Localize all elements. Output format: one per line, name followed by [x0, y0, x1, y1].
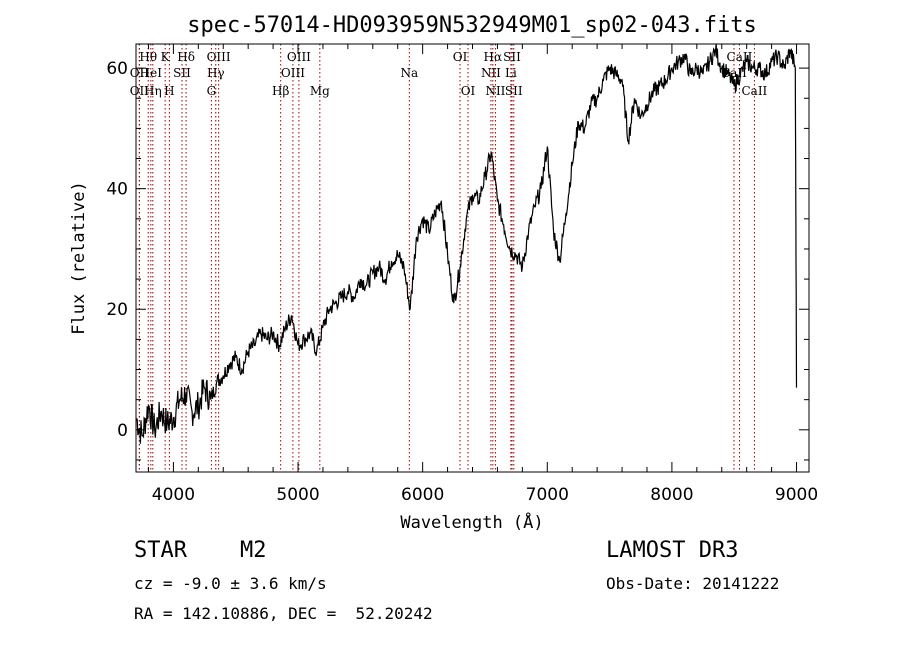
line-label-5: K	[161, 50, 171, 64]
line-label-11: G	[207, 84, 217, 98]
line-label-6: SII	[173, 66, 191, 80]
line-label-17: OI	[453, 50, 468, 64]
coordinates-readout: RA = 142.10886, DEC = 52.20242	[134, 604, 433, 623]
x-tick-label: 4000	[152, 485, 195, 505]
line-label-8: Hδ	[177, 50, 195, 64]
x-tick-label: 7000	[526, 485, 569, 505]
flux-series-line	[135, 43, 798, 444]
object-type: STAR	[134, 538, 187, 563]
line-label-13: OIII	[287, 50, 311, 64]
x-tick-label: 8000	[650, 485, 693, 505]
line-label-9: OIII	[207, 50, 231, 64]
x-axis-ticks: 4000 5000 6000 7000 8000 9000	[147, 44, 818, 505]
survey-name: LAMOST DR3	[606, 538, 739, 563]
line-label-23: NII	[485, 84, 505, 98]
y-tick-label: 60	[106, 59, 128, 79]
x-tick-label: 6000	[401, 485, 444, 505]
y-tick-label: 20	[106, 300, 128, 320]
plot-frame	[135, 43, 810, 473]
line-label-21: NII	[481, 66, 501, 80]
y-axis-ticks: 0 20 40 60	[106, 59, 809, 461]
line-label-1: OII	[130, 66, 150, 80]
y-tick-label: 0	[117, 421, 128, 441]
line-label-22: Li	[505, 66, 517, 80]
observation-date: Obs-Date: 20141222	[606, 574, 780, 593]
chart-title: spec-57014-HD093959N532949M01_sp02-043.f…	[187, 13, 757, 38]
y-tick-label: 40	[106, 180, 128, 200]
redshift-readout: cz = -9.0 ± 3.6 km/s	[134, 574, 327, 593]
line-label-10: Hγ	[207, 66, 225, 80]
line-label-24: SII	[505, 84, 523, 98]
line-label-18: OI	[461, 84, 476, 98]
object-subclass: M2	[240, 538, 267, 563]
line-label-14: OIII	[281, 66, 305, 80]
line-label-15: Mg	[310, 84, 330, 98]
line-label-3: HeI	[140, 66, 163, 80]
line-label-20: SII	[503, 50, 521, 64]
x-tick-label: 5000	[276, 485, 319, 505]
line-label-19: Hα	[484, 50, 503, 64]
spectral-line-markers	[138, 44, 755, 472]
line-label-2: OII	[130, 84, 150, 98]
y-axis-label: Flux (relative)	[69, 181, 89, 335]
x-axis-label: Wavelength (Å)	[400, 511, 543, 533]
x-tick-label: 9000	[775, 485, 818, 505]
line-label-16: Na	[400, 66, 418, 80]
line-label-4: Hη	[144, 84, 162, 98]
line-label-0: Hθ	[139, 50, 157, 64]
line-label-7: H	[164, 84, 174, 98]
line-label-12: Hβ	[272, 84, 289, 98]
line-label-27: CaII	[741, 84, 767, 98]
